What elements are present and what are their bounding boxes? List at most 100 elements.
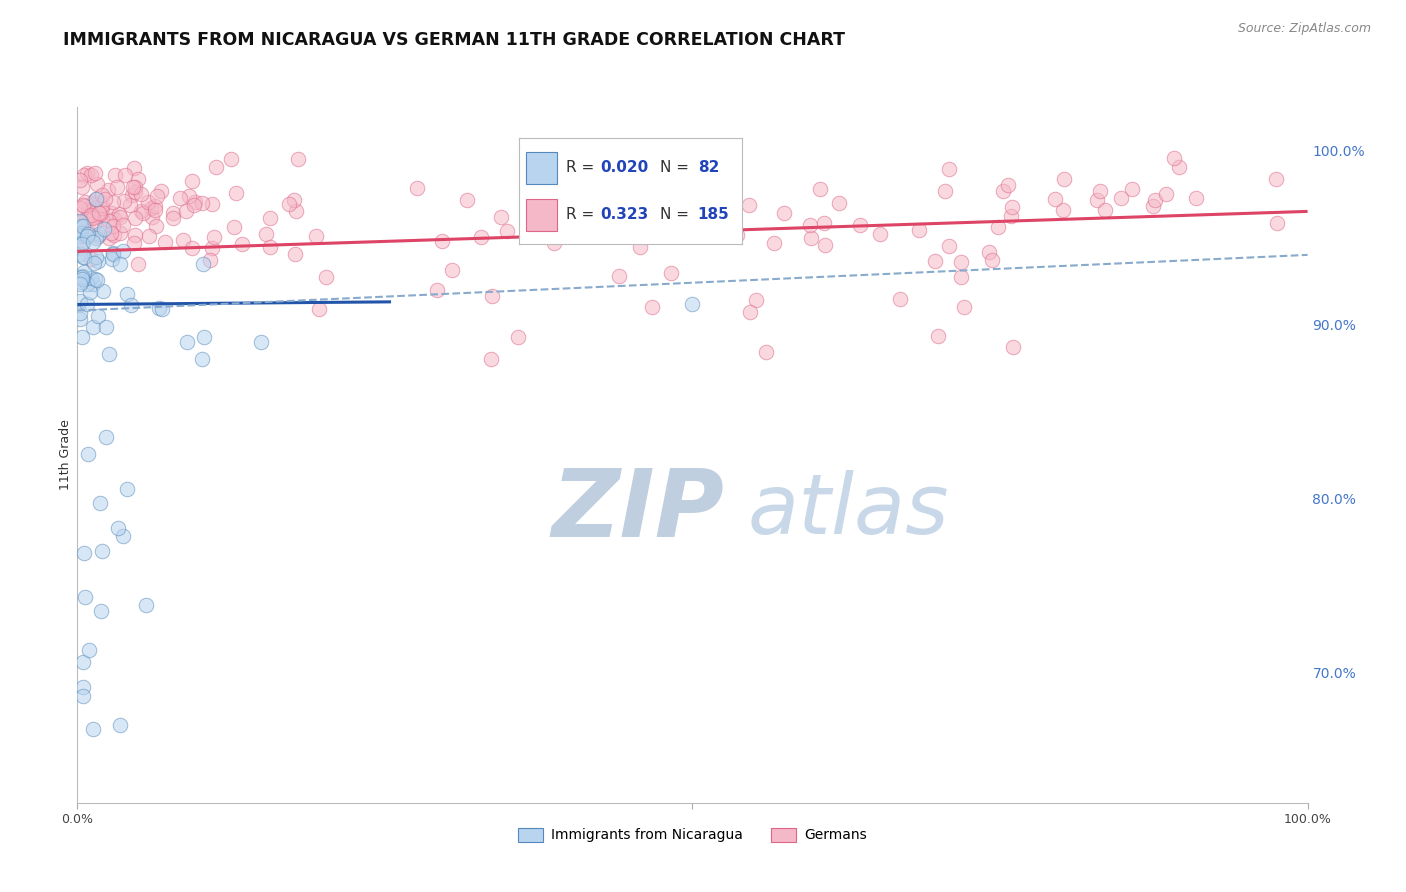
Point <box>86 200 108 214</box>
Point <box>76 229 98 244</box>
Point <box>231 237 253 252</box>
Point <box>150 301 173 316</box>
Point <box>814 238 837 252</box>
Point <box>70 330 93 344</box>
Point <box>491 210 513 224</box>
Point <box>953 300 976 314</box>
Point <box>1142 199 1164 213</box>
Point <box>763 235 786 250</box>
Point <box>980 253 1002 268</box>
Point <box>86 273 108 287</box>
Point <box>145 219 167 234</box>
Point <box>949 269 972 284</box>
Point <box>84 272 107 286</box>
Text: 0.020: 0.020 <box>600 161 648 175</box>
Point <box>1264 171 1286 186</box>
Point <box>111 528 134 542</box>
Point <box>69 229 91 244</box>
Point <box>101 246 124 260</box>
Point <box>79 271 101 285</box>
Point <box>543 236 565 251</box>
Point <box>82 203 104 218</box>
Point <box>755 345 778 359</box>
Point <box>72 235 94 249</box>
Point <box>69 294 91 309</box>
Point <box>82 235 104 250</box>
Point <box>115 286 138 301</box>
Point <box>107 520 129 534</box>
Point <box>124 211 146 225</box>
Point <box>98 231 121 245</box>
Text: Source: ZipAtlas.com: Source: ZipAtlas.com <box>1237 22 1371 36</box>
FancyBboxPatch shape <box>526 152 557 184</box>
Point <box>84 192 107 206</box>
FancyBboxPatch shape <box>526 199 557 230</box>
Point <box>108 210 131 224</box>
Point <box>93 222 115 236</box>
Point <box>87 227 110 241</box>
Point <box>927 329 949 343</box>
Point <box>135 599 157 613</box>
Point <box>141 201 163 215</box>
Point <box>84 251 107 265</box>
Point <box>259 240 281 254</box>
Point <box>94 192 117 206</box>
Text: atlas: atlas <box>748 470 949 551</box>
Point <box>285 204 308 219</box>
Point <box>308 302 330 317</box>
Point <box>725 228 748 243</box>
Point <box>799 218 821 232</box>
Point <box>114 168 136 182</box>
Point <box>162 211 184 226</box>
Point <box>69 215 91 229</box>
Point <box>118 198 141 212</box>
Point <box>90 188 112 202</box>
Point <box>79 208 101 222</box>
Point <box>607 211 630 225</box>
Point <box>73 250 96 264</box>
Point <box>524 205 547 219</box>
Point <box>83 197 105 211</box>
Point <box>101 247 124 261</box>
Point <box>73 265 96 279</box>
Point <box>69 219 91 233</box>
Point <box>124 185 146 199</box>
Point <box>184 194 207 209</box>
Point <box>172 233 194 247</box>
Point <box>934 184 956 198</box>
Point <box>77 643 100 657</box>
Point <box>73 546 96 560</box>
Point <box>76 203 98 218</box>
Point <box>70 236 93 251</box>
Point <box>176 335 198 350</box>
Point <box>101 219 124 233</box>
Point <box>221 152 243 166</box>
Point <box>127 256 149 270</box>
Point <box>979 245 1001 260</box>
Point <box>869 227 891 241</box>
Point <box>740 305 762 319</box>
Point <box>77 447 100 461</box>
Point <box>80 252 103 267</box>
Point <box>122 236 145 251</box>
Point <box>553 194 575 209</box>
Point <box>555 178 578 192</box>
Point <box>103 227 125 242</box>
Point <box>82 211 104 226</box>
Point <box>69 277 91 291</box>
Point <box>83 216 105 230</box>
Point <box>641 300 664 314</box>
Point <box>277 196 299 211</box>
Point <box>90 212 112 227</box>
Point <box>828 195 851 210</box>
Point <box>83 256 105 270</box>
Point <box>180 174 202 188</box>
Point <box>716 219 738 234</box>
Point <box>82 320 104 334</box>
Point <box>100 206 122 220</box>
Point <box>72 655 94 669</box>
Point <box>73 590 96 604</box>
Point <box>76 277 98 291</box>
Point <box>129 187 152 202</box>
Text: 185: 185 <box>697 207 730 222</box>
